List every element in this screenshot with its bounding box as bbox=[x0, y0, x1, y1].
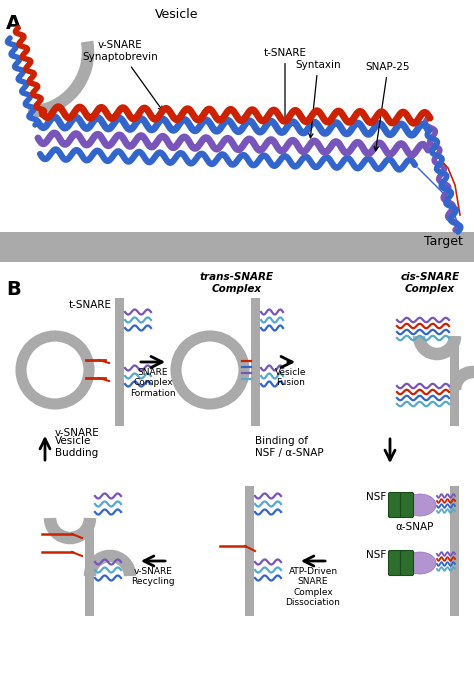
Text: Vesicle: Vesicle bbox=[155, 8, 199, 21]
Text: v-SNARE
Recycling: v-SNARE Recycling bbox=[131, 567, 175, 586]
Text: cis-SNARE
Complex: cis-SNARE Complex bbox=[401, 273, 460, 294]
Text: SNARE
Complex
Formation: SNARE Complex Formation bbox=[130, 368, 176, 398]
Text: B: B bbox=[6, 280, 21, 299]
FancyBboxPatch shape bbox=[401, 551, 413, 575]
Bar bbox=[0, 232, 474, 262]
Text: Vesicle
Fusion: Vesicle Fusion bbox=[275, 368, 307, 388]
Bar bbox=[450, 486, 459, 616]
Ellipse shape bbox=[404, 494, 436, 516]
Bar bbox=[450, 336, 459, 426]
FancyBboxPatch shape bbox=[401, 492, 413, 517]
Text: Vesicle
Budding: Vesicle Budding bbox=[55, 436, 98, 458]
Text: Syntaxin: Syntaxin bbox=[295, 60, 341, 138]
Bar bbox=[252, 298, 261, 426]
Bar bbox=[85, 518, 94, 616]
Text: t-SNARE: t-SNARE bbox=[69, 300, 112, 310]
Text: Target: Target bbox=[424, 235, 463, 248]
Text: NSF: NSF bbox=[366, 492, 386, 502]
FancyBboxPatch shape bbox=[389, 492, 401, 517]
Text: NSF: NSF bbox=[366, 550, 386, 560]
Text: SNAP-25: SNAP-25 bbox=[366, 62, 410, 151]
Text: A: A bbox=[6, 14, 21, 33]
Bar bbox=[116, 298, 125, 426]
Bar bbox=[246, 486, 255, 616]
Text: t-SNARE: t-SNARE bbox=[264, 48, 307, 122]
Text: Binding of
NSF / α-SNAP: Binding of NSF / α-SNAP bbox=[255, 436, 324, 458]
Text: α-SNAP: α-SNAP bbox=[396, 522, 434, 532]
Text: ATP-Driven
SNARE
Complex
Dissociation: ATP-Driven SNARE Complex Dissociation bbox=[285, 567, 340, 607]
Text: trans-SNARE
Complex: trans-SNARE Complex bbox=[200, 273, 274, 294]
Ellipse shape bbox=[404, 552, 436, 574]
Text: v-SNARE
Synaptobrevin: v-SNARE Synaptobrevin bbox=[82, 40, 163, 111]
Text: v-SNARE: v-SNARE bbox=[55, 428, 100, 438]
FancyBboxPatch shape bbox=[389, 551, 401, 575]
